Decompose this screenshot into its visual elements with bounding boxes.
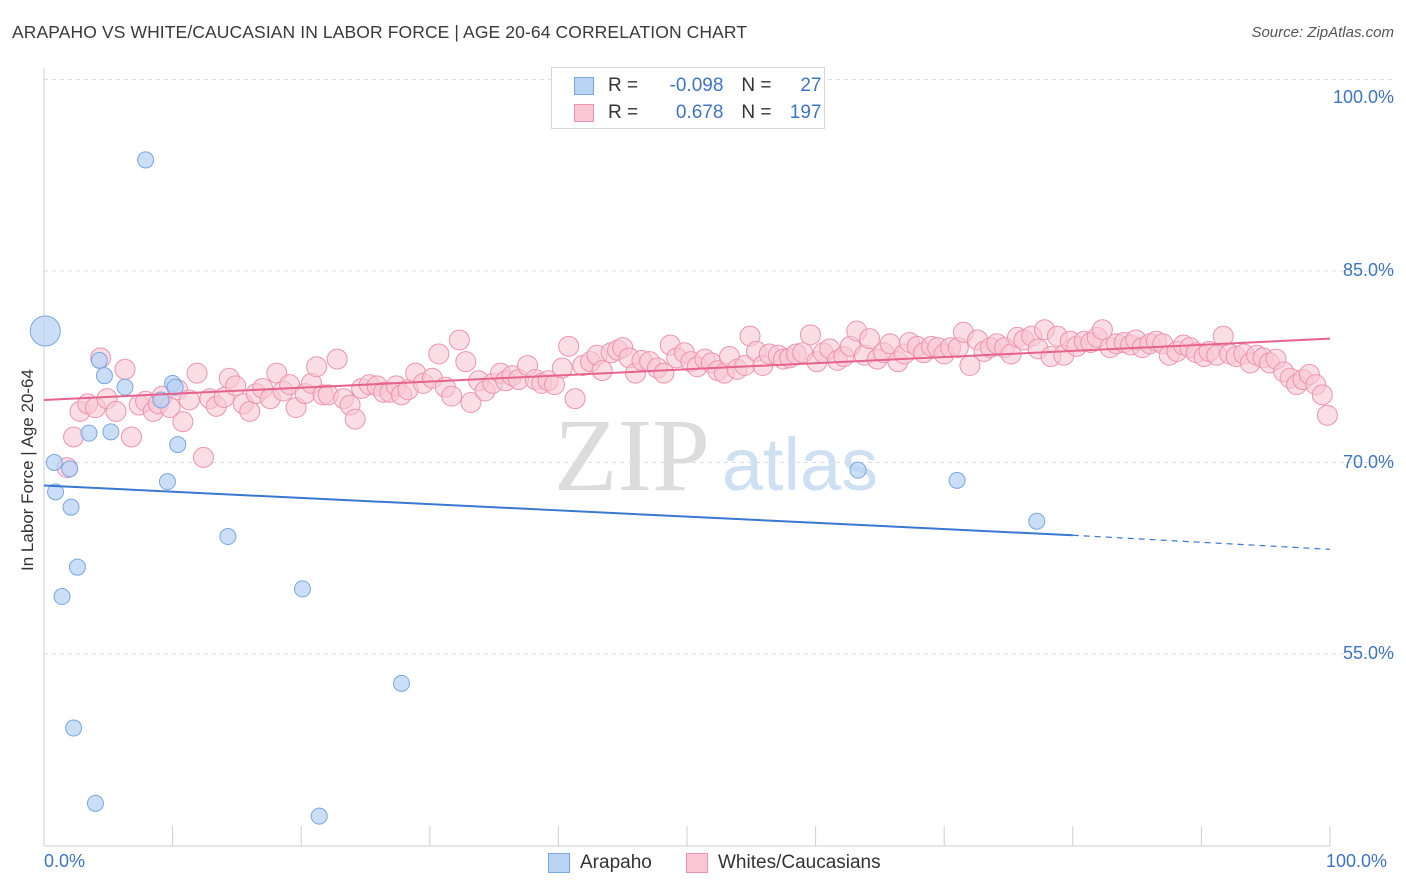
point-arapaho bbox=[152, 391, 170, 409]
point-whites bbox=[1091, 319, 1113, 341]
point-arapaho bbox=[849, 461, 867, 479]
point-whites bbox=[558, 335, 580, 357]
point-arapaho bbox=[29, 315, 61, 347]
correlation-legend: R = -0.098 N = 27 R = 0.678 N = 197 bbox=[551, 67, 825, 129]
point-whites bbox=[186, 362, 208, 384]
point-arapaho bbox=[95, 367, 113, 385]
watermark-zip: ZIP bbox=[554, 398, 710, 513]
point-whites bbox=[441, 385, 463, 407]
point-arapaho bbox=[310, 807, 328, 825]
point-whites bbox=[225, 375, 247, 397]
point-arapaho bbox=[68, 558, 86, 576]
trend-line-arapaho bbox=[43, 484, 1073, 537]
point-whites bbox=[192, 446, 214, 468]
point-whites bbox=[1311, 384, 1333, 406]
point-arapaho bbox=[47, 483, 65, 501]
point-whites bbox=[306, 356, 328, 378]
series-arapaho-points bbox=[29, 151, 1046, 825]
point-whites bbox=[326, 348, 348, 370]
point-arapaho bbox=[62, 498, 80, 516]
point-whites bbox=[591, 360, 613, 382]
legend-r-value-arapaho: -0.098 bbox=[669, 75, 724, 96]
point-whites bbox=[460, 391, 482, 413]
y-tick-label: 55.0% bbox=[1342, 643, 1394, 663]
point-arapaho bbox=[219, 528, 237, 546]
point-whites bbox=[105, 400, 127, 422]
point-arapaho bbox=[293, 580, 311, 598]
bottom-legend-swatch-whites bbox=[686, 853, 708, 873]
point-whites bbox=[120, 426, 142, 448]
chart-title: ARAPAHO VS WHITE/CAUCASIAN IN LABOR FORC… bbox=[12, 22, 748, 42]
point-arapaho bbox=[53, 588, 71, 606]
bottom-legend-arapaho: Arapaho bbox=[548, 852, 652, 874]
y-tick-label: 85.0% bbox=[1342, 260, 1394, 280]
point-whites bbox=[455, 351, 477, 373]
point-whites bbox=[239, 400, 261, 422]
point-arapaho bbox=[169, 436, 187, 454]
point-whites bbox=[114, 358, 136, 380]
point-arapaho bbox=[166, 378, 184, 396]
point-arapaho bbox=[158, 473, 176, 491]
point-whites bbox=[428, 343, 450, 365]
point-arapaho bbox=[393, 674, 411, 692]
point-whites bbox=[63, 426, 85, 448]
legend-n-value-whites: 197 bbox=[789, 102, 822, 123]
point-arapaho bbox=[65, 719, 83, 737]
point-whites bbox=[859, 328, 881, 350]
bottom-legend-swatch-arapaho bbox=[548, 853, 570, 873]
point-whites bbox=[564, 388, 586, 410]
legend-r-label: R = bbox=[608, 102, 639, 123]
point-whites bbox=[178, 389, 200, 411]
point-arapaho bbox=[948, 471, 966, 489]
legend-swatch-arapaho bbox=[574, 77, 594, 95]
point-arapaho bbox=[61, 460, 79, 478]
point-whites bbox=[344, 408, 366, 430]
point-arapaho bbox=[102, 423, 120, 441]
point-whites bbox=[653, 362, 675, 384]
axes bbox=[43, 68, 1331, 847]
trend-lines bbox=[43, 337, 1331, 550]
point-arapaho bbox=[137, 151, 155, 169]
legend-n-label: N = bbox=[741, 75, 772, 96]
legend-r-value-whites: 0.678 bbox=[675, 102, 724, 123]
legend-n-label: N = bbox=[741, 102, 772, 123]
source-label: Source: ZipAtlas.com bbox=[1251, 24, 1394, 41]
y-axis-label: In Labor Force | Age 20-64 bbox=[18, 369, 37, 571]
trend-line-arapaho-extrapolated bbox=[1072, 534, 1331, 550]
point-arapaho bbox=[80, 424, 98, 442]
bottom-legend-label-whites: Whites/Caucasians bbox=[718, 852, 881, 873]
watermark: ZIP atlas bbox=[554, 398, 878, 513]
bottom-legend-whites: Whites/Caucasians bbox=[686, 852, 881, 874]
legend-n-value-arapaho: 27 bbox=[800, 75, 822, 96]
point-whites bbox=[1316, 404, 1338, 426]
legend-row-whites: R = 0.678 N = 197 bbox=[574, 100, 822, 126]
x-tick-label-min: 0.0% bbox=[44, 851, 86, 871]
bottom-legend-label-arapaho: Arapaho bbox=[580, 852, 652, 873]
y-tick-label: 100.0% bbox=[1332, 87, 1394, 107]
y-tick-label: 70.0% bbox=[1342, 451, 1394, 472]
x-tick-label-max: 100.0% bbox=[1326, 851, 1388, 871]
point-arapaho bbox=[86, 794, 104, 812]
point-arapaho bbox=[1028, 512, 1046, 530]
legend-r-label: R = bbox=[608, 75, 639, 96]
point-whites bbox=[551, 357, 573, 379]
trend-line-whites bbox=[43, 337, 1331, 401]
point-arapaho bbox=[90, 351, 108, 369]
point-whites bbox=[448, 329, 470, 351]
point-whites bbox=[172, 411, 194, 433]
legend-swatch-whites bbox=[574, 104, 594, 122]
point-arapaho bbox=[116, 378, 134, 396]
point-whites bbox=[799, 324, 821, 346]
point-arapaho bbox=[45, 454, 63, 471]
legend-row-arapaho: R = -0.098 N = 27 bbox=[574, 73, 822, 99]
